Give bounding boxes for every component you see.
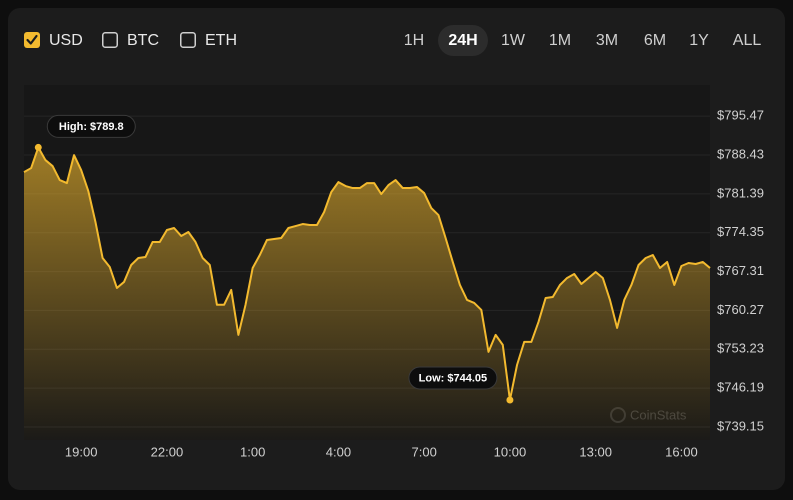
annotation-label: Low: $744.05 [419,372,487,384]
x-tick-label: 22:00 [151,444,184,459]
range-active-bg [438,25,488,56]
range-label: 1W [501,32,526,49]
range-button[interactable]: ALL [733,32,762,49]
range-label: 24H [448,32,477,49]
currency-toggle[interactable]: ETH [180,32,237,49]
annotation-marker [34,143,42,151]
range-button[interactable]: 1H [404,32,424,49]
x-tick-label: 13:00 [579,444,612,459]
range-button[interactable]: 3M [596,32,618,49]
y-tick-label: $767.31 [717,263,764,278]
y-tick-label: $746.19 [717,380,764,395]
line [23,146,711,401]
currency-toggle[interactable]: USD [24,32,83,49]
y-tick-label: $788.43 [717,146,764,161]
currency-label: ETH [205,32,237,49]
checkbox [102,32,118,48]
y-tick-label: $795.47 [717,108,764,123]
checkbox [180,32,196,48]
annotation-marker [506,396,514,404]
annotation-label: High: $789.8 [59,121,124,133]
x-tick-label: 10:00 [494,444,527,459]
range-label: ALL [733,32,762,49]
range-label: 3M [596,32,618,49]
area [24,147,710,440]
header: USD BTC ETH 1H 24H 1W 1M 3M 6M 1Y ALL [24,25,761,56]
annotation-box [46,114,136,138]
check-mark [26,34,38,45]
plot: $739.15 $746.19 $753.23 $760.27 $767.31 $774.… [23,108,764,459]
x-tick-label: 4:00 [326,444,351,459]
x-tick-label: 16:00 [665,444,698,459]
range-button[interactable]: 1W [501,32,526,49]
range-label: 1M [549,32,571,49]
range-button[interactable]: 1Y [689,32,709,49]
y-tick-label: $781.39 [717,185,764,200]
x-tick-label: 19:00 [65,444,98,459]
y-tick-label: $760.27 [717,302,764,317]
range-button[interactable]: 24H [438,25,488,56]
range-button[interactable]: 1M [549,32,571,49]
y-tick-label: $739.15 [717,418,764,433]
currency-label: BTC [127,32,159,49]
range-button[interactable]: 6M [644,32,666,49]
y-tick-label: $774.35 [717,224,764,239]
y-tick-label: $753.23 [717,341,764,356]
range-label: 1H [404,32,424,49]
range-label: 1Y [689,32,709,49]
currency-label: USD [49,32,83,49]
x-tick-label: 1:00 [240,444,265,459]
x-tick-label: 7:00 [412,444,437,459]
annotation-box [408,366,498,390]
currency-toggle[interactable]: BTC [102,32,159,49]
range-label: 6M [644,32,666,49]
